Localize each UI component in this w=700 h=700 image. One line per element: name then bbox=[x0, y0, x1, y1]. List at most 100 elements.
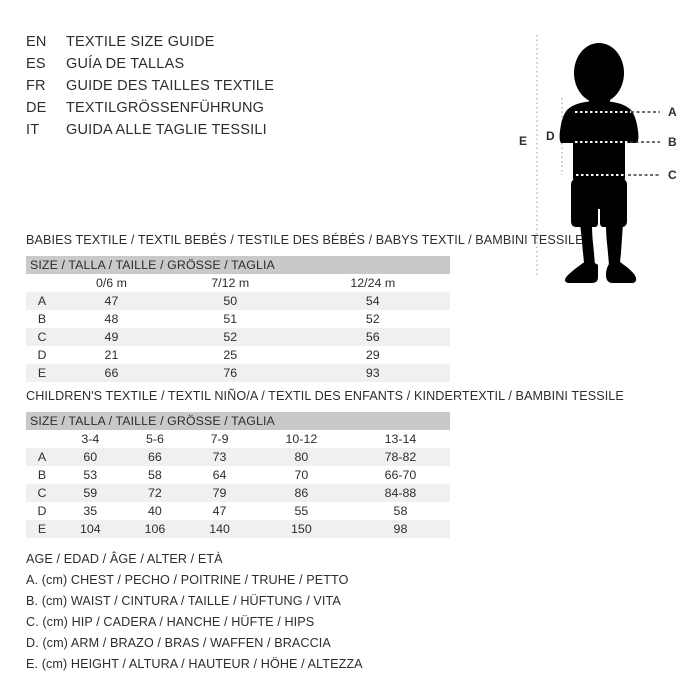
table-row: C 49 52 56 bbox=[26, 328, 450, 346]
row-label: C bbox=[26, 328, 58, 346]
table-cell: 54 bbox=[295, 292, 450, 310]
table-cell: 49 bbox=[58, 328, 165, 346]
language-label: TEXTILE SIZE GUIDE bbox=[66, 34, 215, 50]
table-cell: 58 bbox=[350, 502, 450, 520]
column-header-blank bbox=[26, 274, 58, 292]
figure-label-a: A bbox=[668, 105, 677, 119]
table-cell: 58 bbox=[122, 466, 188, 484]
children-size-table: SIZE / TALLA / TAILLE / GRÖSSE / TAGLIA 3… bbox=[26, 412, 450, 538]
babies-section-title: BABIES TEXTILE / TEXTIL BEBÉS / TESTILE … bbox=[26, 233, 584, 247]
table-cell: 93 bbox=[295, 364, 450, 382]
table-cell: 40 bbox=[122, 502, 188, 520]
column-header: 7/12 m bbox=[164, 274, 296, 292]
row-label: A bbox=[26, 448, 58, 466]
table-cell: 55 bbox=[251, 502, 351, 520]
row-label: A bbox=[26, 292, 58, 310]
table-cell: 66 bbox=[58, 364, 165, 382]
table-cell: 98 bbox=[350, 520, 450, 538]
table-cell: 78-82 bbox=[350, 448, 450, 466]
table-cell: 84-88 bbox=[350, 484, 450, 502]
row-label: C bbox=[26, 484, 58, 502]
row-label: B bbox=[26, 466, 58, 484]
table-cell: 104 bbox=[58, 520, 123, 538]
table-row: C 59 72 79 86 84-88 bbox=[26, 484, 450, 502]
table-cell: 25 bbox=[164, 346, 296, 364]
table-size-header-row: SIZE / TALLA / TAILLE / GRÖSSE / TAGLIA bbox=[26, 256, 450, 274]
babies-size-table: SIZE / TALLA / TAILLE / GRÖSSE / TAGLIA 0… bbox=[26, 256, 450, 382]
legend-row: E. (cm) HEIGHT / ALTURA / HAUTEUR / HÖHE… bbox=[26, 657, 363, 671]
row-label: D bbox=[26, 502, 58, 520]
child-silhouette bbox=[559, 43, 639, 283]
language-label: GUIDA ALLE TAGLIE TESSILI bbox=[66, 122, 267, 138]
table-cell: 52 bbox=[164, 328, 296, 346]
language-code: ES bbox=[26, 56, 46, 72]
table-cell: 64 bbox=[187, 466, 252, 484]
table-cell: 66 bbox=[122, 448, 188, 466]
language-row-es: ES GUÍA DE TALLAS bbox=[26, 56, 446, 78]
row-label: B bbox=[26, 310, 58, 328]
language-code: FR bbox=[26, 78, 46, 94]
figure-label-c: C bbox=[668, 168, 677, 182]
table-cell: 106 bbox=[122, 520, 188, 538]
table-cell: 73 bbox=[187, 448, 252, 466]
table-row: A 60 66 73 80 78-82 bbox=[26, 448, 450, 466]
table-cell: 56 bbox=[295, 328, 450, 346]
language-label: GUÍA DE TALLAS bbox=[66, 56, 185, 72]
table-cell: 66-70 bbox=[350, 466, 450, 484]
legend-row: B. (cm) WAIST / CINTURA / TAILLE / HÜFTU… bbox=[26, 594, 341, 608]
table-cell: 76 bbox=[164, 364, 296, 382]
table-row: B 48 51 52 bbox=[26, 310, 450, 328]
language-code: DE bbox=[26, 100, 47, 116]
column-header: 3-4 bbox=[58, 430, 123, 448]
column-header: 7-9 bbox=[187, 430, 252, 448]
language-label: TEXTILGRÖSSENFÜHRUNG bbox=[66, 100, 265, 116]
column-header: 0/6 m bbox=[58, 274, 165, 292]
legend-row: AGE / EDAD / ÂGE / ALTER / ETÀ bbox=[26, 552, 223, 566]
column-header: 12/24 m bbox=[295, 274, 450, 292]
table-cell: 80 bbox=[251, 448, 351, 466]
figure-label-d: D bbox=[546, 129, 555, 143]
table-row: D 35 40 47 55 58 bbox=[26, 502, 450, 520]
language-label: GUIDE DES TAILLES TEXTILE bbox=[66, 78, 275, 94]
children-section-title: CHILDREN'S TEXTILE / TEXTIL NIÑO/A / TEX… bbox=[26, 389, 624, 403]
row-label: E bbox=[26, 520, 58, 538]
row-label: D bbox=[26, 346, 58, 364]
table-cell: 59 bbox=[58, 484, 123, 502]
table-row: E 104 106 140 150 98 bbox=[26, 520, 450, 538]
language-row-de: DE TEXTILGRÖSSENFÜHRUNG bbox=[26, 100, 446, 122]
legend-row: D. (cm) ARM / BRAZO / BRAS / WAFFEN / BR… bbox=[26, 636, 331, 650]
table-cell: 60 bbox=[58, 448, 123, 466]
table-column-header-row: 3-4 5-6 7-9 10-12 13-14 bbox=[26, 430, 450, 448]
table-cell: 47 bbox=[187, 502, 252, 520]
table-cell: 72 bbox=[122, 484, 188, 502]
language-row-en: EN TEXTILE SIZE GUIDE bbox=[26, 34, 446, 56]
table-cell: 50 bbox=[164, 292, 296, 310]
column-header-blank bbox=[26, 430, 58, 448]
table-cell: 47 bbox=[58, 292, 165, 310]
size-header-label: SIZE / TALLA / TAILLE / GRÖSSE / TAGLIA bbox=[26, 412, 450, 430]
table-row: B 53 58 64 70 66-70 bbox=[26, 466, 450, 484]
measurement-legend: AGE / EDAD / ÂGE / ALTER / ETÀ A. (cm) CH… bbox=[26, 552, 466, 678]
column-header: 13-14 bbox=[350, 430, 450, 448]
language-code: EN bbox=[26, 34, 47, 50]
table-cell: 86 bbox=[251, 484, 351, 502]
table-cell: 35 bbox=[58, 502, 123, 520]
language-code: IT bbox=[26, 122, 40, 138]
table-cell: 48 bbox=[58, 310, 165, 328]
language-row-fr: FR GUIDE DES TAILLES TEXTILE bbox=[26, 78, 446, 100]
table-size-header-row: SIZE / TALLA / TAILLE / GRÖSSE / TAGLIA bbox=[26, 412, 450, 430]
table-cell: 150 bbox=[251, 520, 351, 538]
table-cell: 140 bbox=[187, 520, 252, 538]
legend-row: C. (cm) HIP / CADERA / HANCHE / HÜFTE / … bbox=[26, 615, 315, 629]
language-row-it: IT GUIDA ALLE TAGLIE TESSILI bbox=[26, 122, 446, 144]
figure-label-b: B bbox=[668, 135, 677, 149]
figure-label-e: E bbox=[519, 134, 527, 148]
table-row: D 21 25 29 bbox=[26, 346, 450, 364]
table-cell: 21 bbox=[58, 346, 165, 364]
table-cell: 53 bbox=[58, 466, 123, 484]
table-column-header-row: 0/6 m 7/12 m 12/24 m bbox=[26, 274, 450, 292]
column-header: 10-12 bbox=[251, 430, 351, 448]
table-cell: 51 bbox=[164, 310, 296, 328]
table-cell: 79 bbox=[187, 484, 252, 502]
table-cell: 29 bbox=[295, 346, 450, 364]
